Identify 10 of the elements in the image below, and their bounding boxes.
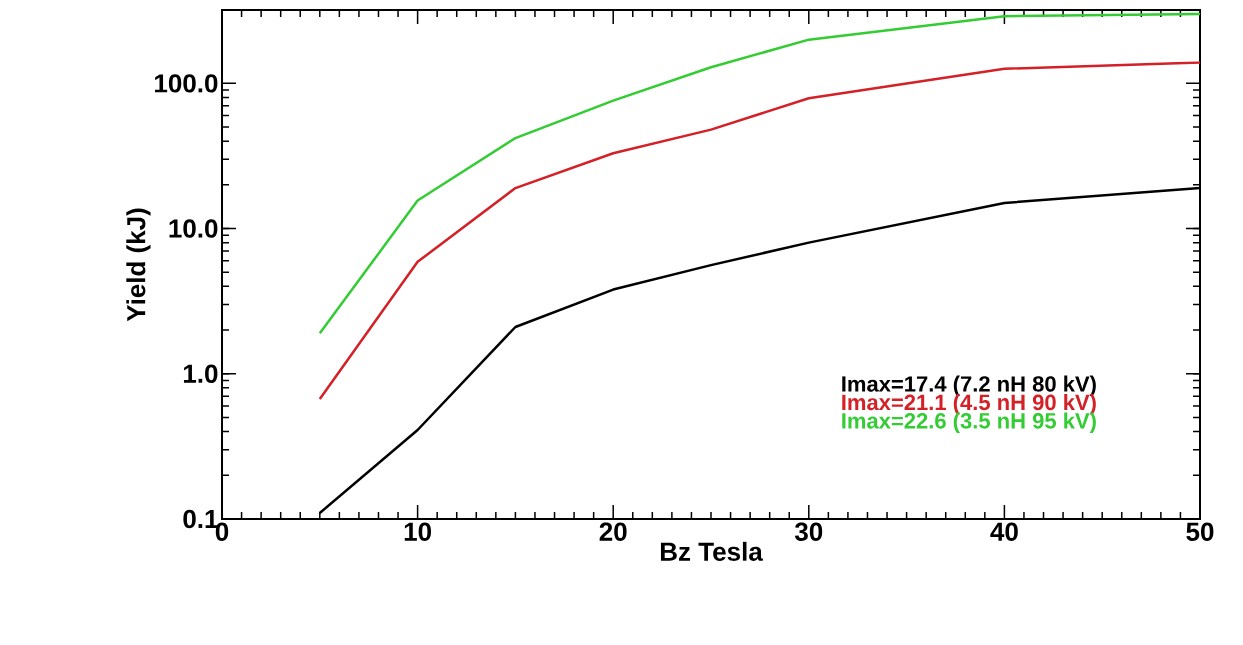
x-tick-label: 10 — [404, 522, 431, 541]
y-tick-label: 1.0 — [183, 364, 218, 383]
x-tick-label: 30 — [794, 522, 823, 541]
y-tick-label: 100.0 — [155, 74, 218, 93]
y-tick-label: 10.0 — [169, 219, 218, 238]
x-tick-label: 40 — [990, 522, 1018, 541]
x-tick-label: 50 — [1186, 522, 1214, 541]
x-tick-label: 20 — [599, 522, 627, 541]
y-axis-title: Yield (kJ) — [126, 208, 151, 322]
x-axis-title: Bz Tesla — [660, 541, 763, 561]
